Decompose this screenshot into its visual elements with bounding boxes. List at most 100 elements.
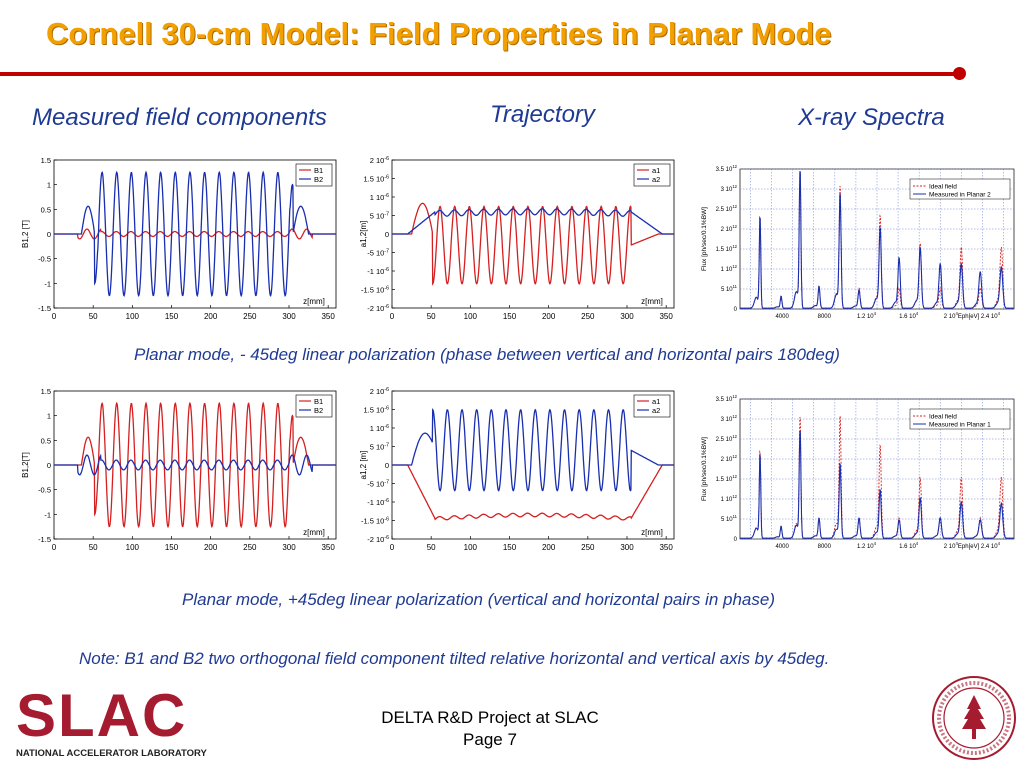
y-tick-label: 2 1012: [721, 224, 738, 233]
y-tick-label: 1.5 1012: [716, 244, 738, 253]
x-tick-label: 1.2 104: [857, 311, 877, 320]
x-tick-label: 1.6 104: [899, 541, 919, 550]
legend-label: Ideal field: [929, 184, 957, 191]
trajectory-plot-plus45: 0 50 100 150 200 250 300 350 2 10-6 1.5 10-6 1 10-…: [359, 387, 675, 552]
x-tick-label: 300: [620, 312, 634, 321]
legend-label: Measured in Planar 2: [929, 192, 991, 199]
y-tick-label: 0: [385, 230, 389, 239]
legend-label-a1: a1: [652, 166, 660, 175]
legend-label: Measured in Planar 1: [929, 422, 991, 429]
legend-box: [909, 178, 1011, 200]
legend-label-a2: a2: [652, 175, 660, 184]
footer-page: Page 7: [463, 730, 517, 749]
y-tick-label: 2 10-6: [370, 387, 389, 396]
y-tick-label: 5 1011: [721, 514, 738, 523]
y-tick-label: 0.5: [41, 205, 51, 214]
y-tick-label: 2.5 1012: [716, 204, 738, 213]
title-rule: [0, 72, 958, 76]
y-tick-label: 1.5 10-6: [363, 406, 389, 415]
series-B2-line: [54, 453, 336, 476]
y-axis-label: B1,2 [T]: [21, 220, 30, 248]
y-tick-label: -0.5: [38, 255, 51, 264]
x-tick-label: 250: [581, 312, 595, 321]
x-axis-label: z[mm]: [303, 297, 325, 306]
legend-label-B1: B1: [314, 397, 323, 406]
x-tick-label: 250: [243, 312, 257, 321]
series-a1-line: [392, 464, 674, 521]
x-tick-label: 50: [427, 543, 436, 552]
y-tick-label: 5 1011: [721, 284, 738, 293]
footer-project: DELTA R&D Project at SLAC: [381, 708, 599, 727]
legend-label-a1: a1: [652, 397, 660, 406]
x-tick-label: 150: [165, 312, 179, 321]
field-plot-plus45: 0 50 100 150 200 250 300 350 1.5 1 0.5 0 -0.5 -1 -1.5 B…: [21, 387, 337, 552]
caption-row2: Planar mode, +45deg linear polarization …: [182, 590, 775, 609]
x-tick-label: 250: [581, 543, 595, 552]
x-tick-label: 50: [89, 543, 98, 552]
note-text: Note: B1 and B2 two orthogonal field com…: [79, 649, 830, 668]
x-tick-label: 350: [321, 312, 335, 321]
x-tick-label: 150: [503, 543, 517, 552]
slac-logo-subtitle: NATIONAL ACCELERATOR LABORATORY: [16, 748, 207, 759]
series-measured-line: [740, 171, 1014, 309]
y-tick-label: 0: [734, 537, 738, 543]
y-tick-label: 3.5 1012: [716, 394, 738, 403]
title-rule-dot: [953, 67, 966, 80]
series-a1-line: [392, 202, 674, 286]
x-tick-label: 8000: [818, 544, 832, 550]
y-tick-label: -5 10-7: [367, 480, 389, 489]
y-tick-label: 5 10-7: [370, 212, 389, 221]
stanford-seal-icon: [932, 676, 1016, 760]
legend-label-B2: B2: [314, 175, 323, 184]
y-tick-label: 3 1012: [721, 184, 738, 193]
y-tick-label: 1 10-6: [370, 424, 389, 433]
x-tick-label: Eph[eV] 2.4 104: [958, 541, 1001, 550]
x-tick-label: 250: [243, 543, 257, 552]
y-tick-label: -1: [44, 510, 51, 519]
x-tick-label: 4000: [775, 314, 789, 320]
x-tick-label: 100: [464, 312, 478, 321]
y-tick-label: -1.5: [38, 535, 51, 544]
x-tick-label: 0: [390, 312, 395, 321]
y-tick-label: 1: [47, 412, 51, 421]
x-tick-label: 300: [282, 312, 296, 321]
series-a2-line: [392, 407, 674, 492]
y-tick-label: 3.5 1012: [716, 164, 738, 173]
y-axis-label: Flux [ph/sec/0.1%BW]: [701, 207, 708, 271]
xray-plot-planar1: 3.5 1012 3 1012 2.5 1012 2 1012 1.5 1012 1 10…: [701, 394, 1015, 550]
y-tick-label: -2 10-6: [367, 535, 389, 544]
y-tick-label: 0: [385, 461, 389, 470]
x-tick-label: 200: [542, 312, 556, 321]
legend-label-a2: a2: [652, 406, 660, 415]
y-tick-label: 0: [734, 307, 738, 313]
x-tick-label: 350: [321, 543, 335, 552]
x-tick-label: 100: [126, 312, 140, 321]
x-axis-label: z[mm]: [641, 528, 663, 537]
y-tick-label: 1: [47, 181, 51, 190]
series-a2-line: [392, 208, 674, 235]
y-axis-label: a1,2[m]: [359, 221, 368, 248]
plot-frame: [53, 390, 337, 540]
x-tick-label: 100: [126, 543, 140, 552]
y-tick-label: 5 10-7: [370, 443, 389, 452]
series-B1-line: [54, 401, 336, 529]
y-tick-label: -1: [44, 279, 51, 288]
x-axis-label: z[mm]: [303, 528, 325, 537]
x-tick-label: 8000: [818, 314, 832, 320]
y-tick-label: -5 10-7: [367, 249, 389, 258]
y-tick-label: 2 1012: [721, 454, 738, 463]
y-tick-label: 1.5: [41, 387, 51, 396]
y-tick-label: -1 10-6: [367, 498, 389, 507]
y-tick-label: -1 10-6: [367, 267, 389, 276]
x-tick-label: 300: [282, 543, 296, 552]
slac-logo: SLAC NATIONAL ACCELERATOR LABORATORY: [16, 686, 207, 760]
y-axis-label: Flux [ph/sec/0.1%BW]: [701, 437, 708, 501]
trajectory-plot-minus45: 0 50 100 150 200 250 300 350 2 10-6 1.5 10-6 1 10-…: [359, 156, 675, 321]
x-tick-label: 50: [427, 312, 436, 321]
x-tick-label: Eph[eV] 2.4 104: [958, 311, 1001, 320]
x-tick-label: 0: [52, 543, 57, 552]
